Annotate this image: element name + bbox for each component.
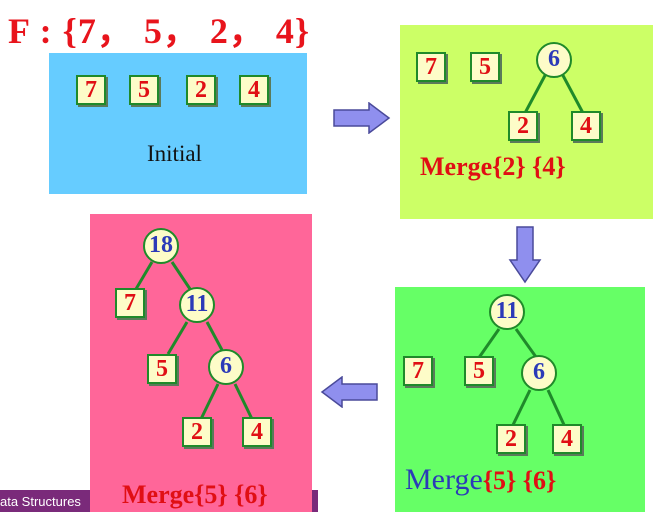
leaf-node: 7 <box>416 52 446 82</box>
panel-caption: Merge{5} {6} <box>405 463 556 497</box>
tree-node: 18 <box>143 228 179 264</box>
tree-node: 6 <box>536 42 572 78</box>
footer-text: ata Structures <box>0 494 81 509</box>
tree-node: 6 <box>521 355 557 391</box>
caption-suffix: {5} {6} <box>482 466 557 495</box>
leaf-node: 2 <box>496 424 526 454</box>
panel-initial: 7 5 2 4 Initial <box>49 53 307 194</box>
panel-final: 18 7 11 5 6 2 4 Merge{5} {6} <box>90 214 312 512</box>
leaf-node: 7 <box>403 356 433 386</box>
panel-merge-1: 7 5 6 2 4 Merge{2} {4} <box>400 25 653 219</box>
leaf-node: 4 <box>552 424 582 454</box>
leaf-node: 2 <box>186 75 216 105</box>
panel-merge-2: 11 7 5 6 2 4 Merge{5} {6} <box>395 287 645 512</box>
panel-caption: Initial <box>147 141 202 166</box>
leaf-node: 7 <box>76 75 106 105</box>
leaf-node: 5 <box>129 75 159 105</box>
caption-prefix: Merge <box>405 463 483 496</box>
leaf-node: 2 <box>508 111 538 141</box>
tree-node: 11 <box>489 294 525 330</box>
leaf-node: 5 <box>464 356 494 386</box>
leaf-node: 4 <box>239 75 269 105</box>
leaf-node: 4 <box>571 111 601 141</box>
leaf-node: 4 <box>242 417 272 447</box>
panel-caption: Merge{2} {4} <box>420 152 566 181</box>
leaf-node: 7 <box>115 288 145 318</box>
arrow-right-icon <box>333 102 391 134</box>
tree-node: 6 <box>208 349 244 385</box>
arrow-left-icon <box>320 376 378 408</box>
leaf-node: 5 <box>147 354 177 384</box>
tree-node: 11 <box>179 287 215 323</box>
page-title: F : {7， 5， 2， 4} <box>8 11 311 51</box>
leaf-node: 5 <box>470 52 500 82</box>
panel-caption: Merge{5} {6} <box>122 480 268 509</box>
leaf-node: 2 <box>182 417 212 447</box>
arrow-down-icon <box>508 226 542 284</box>
